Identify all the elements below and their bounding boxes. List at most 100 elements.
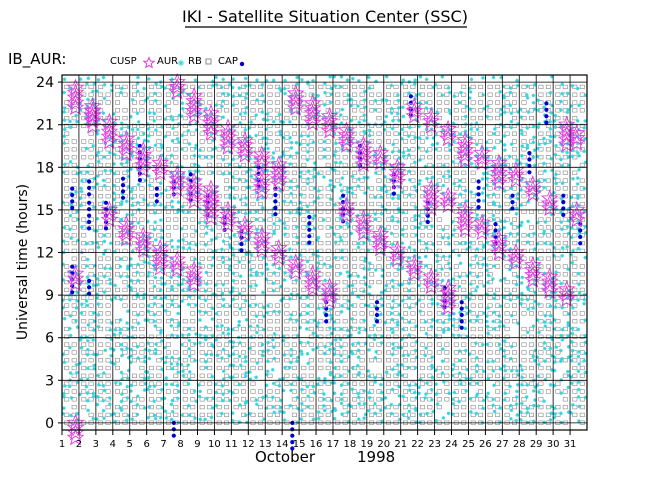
cap-point: [120, 183, 126, 188]
cusp-point: [168, 72, 186, 90]
cusp-point: [66, 264, 85, 282]
x-tick-label: 29: [530, 439, 543, 450]
x-tick-label: 2: [76, 439, 82, 450]
x-tick-label: 22: [411, 439, 424, 450]
cap-point: [87, 192, 92, 197]
cusp-point: [354, 209, 373, 226]
cap-point: [527, 151, 532, 156]
cap-point: [561, 193, 566, 198]
cusp-point: [354, 150, 373, 168]
cusp-point: [388, 250, 407, 268]
cusp-point: [100, 112, 119, 130]
cusp-point: [473, 143, 491, 161]
cap-point: [374, 312, 380, 318]
cusp-point: [117, 129, 136, 147]
cusp-point: [388, 245, 407, 263]
cusp-point: [320, 116, 339, 134]
aur-day-27: [501, 78, 520, 423]
cusp-point: [405, 106, 424, 124]
cusp-point: [270, 248, 288, 266]
cap-point: [510, 193, 515, 198]
cusp-point: [134, 150, 153, 168]
cusp-point: [540, 194, 559, 212]
cusp-point: [456, 210, 474, 228]
cusp-point: [185, 182, 203, 199]
cusp-point: [456, 150, 474, 168]
cusp-point: [83, 101, 102, 119]
cap-point: [324, 312, 329, 318]
cap-point: [442, 285, 447, 291]
cusp-point: [523, 261, 542, 278]
cusp-series: [66, 72, 586, 446]
cap-point: [425, 219, 430, 225]
cusp-point: [270, 243, 288, 261]
cusp-point: [202, 179, 220, 197]
cusp-point: [405, 101, 424, 119]
cusp-point: [371, 153, 390, 171]
cusp-point: [523, 185, 542, 202]
x-tick-label: 7: [160, 439, 166, 450]
cusp-point: [252, 177, 271, 195]
x-tick-label: 18: [344, 439, 357, 450]
cusp-point: [83, 106, 102, 124]
cusp-point: [523, 175, 542, 192]
x-tick-label: 16: [310, 439, 323, 450]
x-tick-label: 27: [496, 439, 509, 450]
cusp-point: [270, 170, 288, 187]
cap-point: [70, 199, 75, 204]
y-tick-label: 3: [45, 373, 54, 389]
cap-point: [137, 178, 142, 183]
cusp-point: [117, 214, 136, 232]
rb-day-14: [284, 84, 297, 425]
cusp-point: [337, 196, 356, 214]
cap-point: [70, 290, 75, 295]
cap-point: [87, 179, 92, 184]
cap-point: [408, 94, 413, 99]
cap-point: [459, 300, 464, 305]
cap-point: [493, 222, 498, 227]
cap-point: [273, 199, 278, 204]
legend-symbol-aur: [177, 59, 185, 67]
cap-point: [70, 192, 75, 198]
cusp-point: [456, 141, 474, 158]
y-axis-label: Universal time (hours): [15, 184, 31, 340]
legend-symbol-rb: [205, 58, 212, 65]
cap-point: [561, 200, 566, 205]
cusp-point: [490, 238, 508, 256]
aur-day-8: [179, 78, 199, 420]
cap-point: [87, 200, 92, 205]
x-tick-label: 13: [259, 439, 272, 450]
aur-day-1: [61, 77, 80, 422]
cap-point: [87, 207, 92, 212]
cusp-point: [490, 163, 508, 181]
cusp-point: [202, 123, 220, 141]
cusp-point: [405, 254, 424, 272]
cusp-point: [168, 260, 187, 278]
cusp-point: [557, 290, 576, 307]
cusp-point: [100, 122, 119, 140]
cap-point: [544, 114, 549, 119]
cap-point: [87, 285, 92, 290]
cusp-point: [117, 219, 136, 237]
cusp-point: [422, 267, 441, 285]
cusp-point: [252, 150, 271, 168]
cusp-point: [151, 158, 169, 176]
cap-point: [476, 205, 481, 210]
cusp-point: [202, 194, 220, 212]
cusp-point: [151, 153, 169, 171]
grid: [61, 75, 588, 430]
legend-symbol-cusp: [142, 56, 156, 69]
cusp-point: [185, 270, 203, 288]
cusp-point: [83, 116, 102, 134]
x-tick-label: 5: [127, 439, 133, 450]
rb-day-7: [165, 84, 179, 425]
cusp-point: [439, 278, 457, 296]
cusp-point: [151, 243, 169, 261]
cap-point: [188, 172, 193, 177]
cusp-point: [270, 165, 288, 182]
cusp-point: [252, 172, 271, 190]
cusp-point: [83, 101, 102, 119]
cap-point: [307, 240, 312, 245]
cusp-point: [168, 180, 187, 197]
cap-point: [103, 226, 109, 231]
